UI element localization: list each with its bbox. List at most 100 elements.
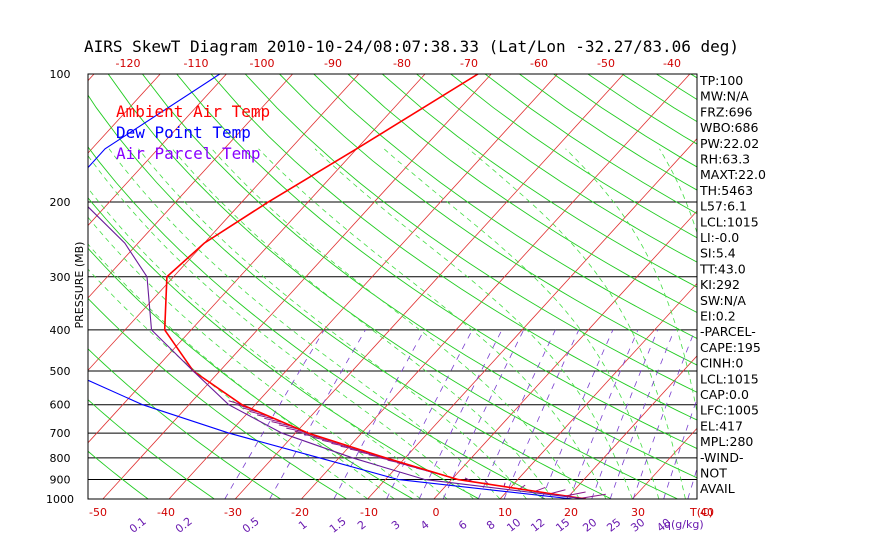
pressure-tick-label: 300 <box>50 271 71 284</box>
stability-index: SI:5.4 <box>700 246 736 261</box>
dry-adiabat-line <box>88 450 149 499</box>
pressure-tick-label: 200 <box>50 196 71 209</box>
chart-title: AIRS SkewT Diagram 2010-10-24/08:07:38.3… <box>84 37 739 56</box>
stability-index: TT:43.0 <box>699 261 746 276</box>
cape-hatch-mark <box>264 417 282 423</box>
mixing-ratio-tick-label: 12 <box>528 516 547 535</box>
top-temp-tick-label: -50 <box>597 57 615 70</box>
mixing-ratio-tick-label: 1 <box>296 518 310 533</box>
dry-adiabat-line <box>450 74 697 239</box>
dry-adiabat-line <box>88 399 215 499</box>
bottom-temp-tick-label: 10 <box>498 506 512 519</box>
stability-index: RH:63.3 <box>700 152 750 167</box>
mixing-ratio-tick-label: 0.2 <box>173 515 195 536</box>
stability-index: TH:5463 <box>699 183 753 198</box>
pressure-tick-label: 100 <box>50 68 71 81</box>
mixing-ratio-line <box>418 329 503 499</box>
dry-adiabat-line <box>656 74 697 101</box>
stability-indices: TP:100MW:N/AFRZ:696WBO:686PW:22.02RH:63.… <box>699 73 766 496</box>
moist-adiabat-line <box>171 148 554 499</box>
stability-index: PW:22.02 <box>700 136 759 151</box>
isotherms <box>0 74 870 499</box>
mixing-ratio-tick-label: 0.1 <box>127 515 149 536</box>
dry-adiabats <box>0 74 870 499</box>
isotherm-line <box>0 74 28 499</box>
stability-index: MPL:280 <box>700 434 753 449</box>
isotherm-line <box>234 74 624 499</box>
top-temp-tick-label: -90 <box>324 57 342 70</box>
pressure-tick-label: 500 <box>50 365 71 378</box>
dry-adiabat-line <box>88 94 612 499</box>
dry-adiabat-line <box>279 74 697 366</box>
dry-adiabat-line <box>244 74 697 393</box>
isotherm-line <box>102 74 492 499</box>
pressure-tick-label: 800 <box>50 452 71 465</box>
stability-index: SW:N/A <box>700 293 746 308</box>
top-temp-tick-label: -60 <box>530 57 548 70</box>
top-temp-tick-label: -80 <box>393 57 411 70</box>
top-temp-tick-label: -120 <box>116 57 141 70</box>
cape-hatch-mark <box>312 436 333 442</box>
cape-hatch-mark <box>256 414 274 420</box>
moist-adiabat-line <box>88 216 421 499</box>
moist-adiabats <box>88 148 697 499</box>
cape-hatch-mark <box>322 439 343 445</box>
bottom-temp-tick-label: 0 <box>433 506 440 519</box>
dry-adiabat-line <box>862 74 870 499</box>
moist-adiabat-line <box>88 268 368 499</box>
cape-hatch-mark <box>331 442 352 448</box>
cape-hatch-mark <box>242 407 258 413</box>
mixing-ratio-line <box>503 329 580 499</box>
dry-adiabat-line <box>107 74 678 499</box>
dry-adiabat-line <box>88 247 414 499</box>
stability-index: EI:0.2 <box>700 309 736 324</box>
dry-adiabat-line <box>416 74 697 263</box>
isotherm-line <box>499 282 697 499</box>
mixing-ratio-line <box>569 329 639 499</box>
moist-adiabat-line <box>314 148 633 499</box>
moist-adiabat-line <box>138 148 527 499</box>
moist-adiabat-line <box>468 148 686 499</box>
isotherm-line <box>88 74 360 371</box>
pressure-tick-label: 600 <box>50 399 71 412</box>
cape-hatch-mark <box>278 424 298 430</box>
legend-entry: Ambient Air Temp <box>116 102 270 121</box>
mixing-ratio-line <box>477 329 556 499</box>
cape-hatch-mark <box>580 493 606 499</box>
isotherm-line <box>168 74 558 499</box>
isotherm-line <box>88 74 161 154</box>
stability-index: CAPE:195 <box>700 340 761 355</box>
stability-index: L57:6.1 <box>700 199 747 214</box>
moist-adiabat-line <box>88 243 395 499</box>
pressure-tick-label: 700 <box>50 427 71 440</box>
dry-adiabat-line <box>88 146 546 499</box>
dry-adiabat-line <box>0 74 16 499</box>
cape-hatch-mark <box>565 491 586 497</box>
profile-ambient-air-temp <box>163 74 587 499</box>
top-temp-tick-label: -100 <box>250 57 275 70</box>
profiles <box>88 74 587 499</box>
moist-adiabat-line <box>211 148 580 499</box>
dry-adiabat-line <box>313 74 697 340</box>
dry-adiabat-line <box>794 74 870 499</box>
bottom-temp-unit: T(C) <box>689 506 713 519</box>
isotherm-line <box>88 74 426 444</box>
top-temp-tick-label: -70 <box>460 57 478 70</box>
cape-hatch-mark <box>340 445 361 451</box>
moist-adiabat-line <box>258 148 607 499</box>
moist-adiabat-line <box>88 187 448 499</box>
isotherm-line <box>765 74 870 499</box>
moist-adiabat-line <box>108 148 501 499</box>
profile-air-parcel-temp <box>88 206 587 499</box>
mixing-ratio-line <box>224 329 325 499</box>
bottom-temp-tick-label: -30 <box>224 506 242 519</box>
mixing-ratio-tick-label: 4 <box>418 518 432 533</box>
stability-index: LCL:1015 <box>700 371 759 386</box>
dry-adiabat-line <box>88 297 347 499</box>
legend-entry: Air Parcel Temp <box>116 144 261 163</box>
cape-hatch-mark <box>549 489 566 495</box>
dry-adiabat-line <box>382 74 697 288</box>
mixing-ratio-tick-label: 1.5 <box>327 515 349 536</box>
mixing-ratio-line <box>442 329 525 499</box>
